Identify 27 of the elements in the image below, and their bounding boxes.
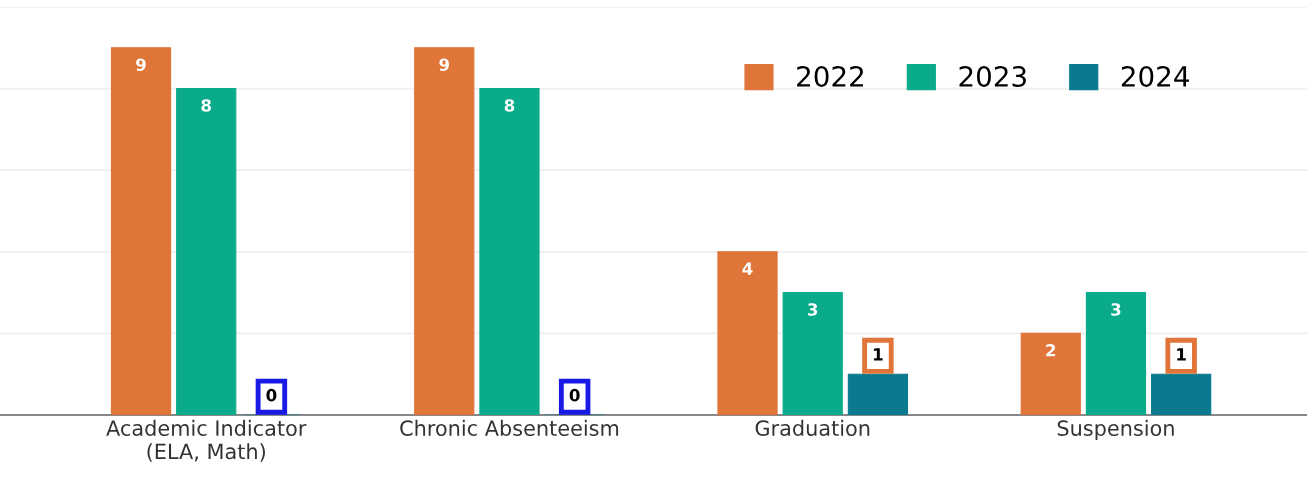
bar bbox=[414, 47, 475, 415]
x-tick-label: Graduation bbox=[755, 419, 870, 436]
legend-label: 2024 bbox=[1121, 65, 1189, 87]
data-label: 3 bbox=[1111, 303, 1121, 316]
x-tick-label: Academic Indicator (ELA, Math) bbox=[106, 419, 307, 462]
data-label: 8 bbox=[504, 99, 515, 112]
data-label: 0 bbox=[266, 388, 277, 402]
bar bbox=[110, 47, 172, 415]
legend-label: 2022 bbox=[797, 65, 863, 87]
data-label: 3 bbox=[808, 303, 818, 316]
bar bbox=[782, 292, 843, 415]
legend-label: 2023 bbox=[959, 65, 1026, 87]
data-label: 1 bbox=[1177, 348, 1186, 361]
data-label: 9 bbox=[439, 58, 449, 71]
data-label: 4 bbox=[742, 262, 753, 275]
x-tick-label: Suspension bbox=[1057, 419, 1174, 441]
x-tick-label: Chronic Absenteeism bbox=[400, 419, 619, 436]
bar bbox=[717, 251, 778, 415]
data-label: 0 bbox=[569, 388, 580, 402]
data-label: 2 bbox=[1046, 343, 1056, 357]
bar bbox=[1085, 292, 1147, 415]
data-label: 9 bbox=[136, 58, 146, 71]
data-label: 8 bbox=[201, 99, 211, 112]
bar bbox=[1020, 332, 1081, 415]
data-label: 1 bbox=[873, 348, 883, 361]
bar bbox=[479, 88, 540, 415]
bar bbox=[176, 88, 237, 415]
